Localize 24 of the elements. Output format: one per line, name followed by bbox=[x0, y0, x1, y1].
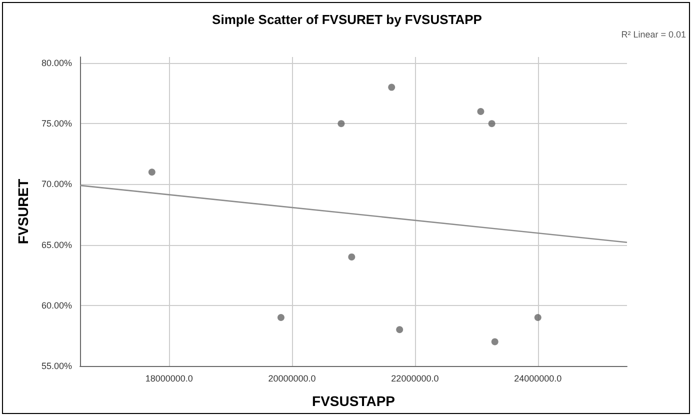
point bbox=[348, 253, 356, 260]
point bbox=[338, 120, 345, 128]
y-tick-label: 75.00% bbox=[41, 118, 72, 129]
x-tick-label: 24000000.0 bbox=[514, 374, 562, 384]
chart-title: Simple Scatter of FVSURET by FVSUSTAPP bbox=[212, 12, 482, 27]
x-tick-label: 20000000.0 bbox=[268, 374, 316, 384]
point bbox=[396, 326, 404, 334]
x-tick-label: 18000000.0 bbox=[145, 374, 193, 384]
x-tick-label: 22000000.0 bbox=[391, 374, 439, 384]
y-tick-label: 65.00% bbox=[41, 240, 72, 250]
y-tick-label: 55.00% bbox=[41, 361, 72, 371]
point bbox=[491, 338, 498, 346]
y-axis-title: FVSURET bbox=[15, 178, 31, 244]
point bbox=[388, 84, 396, 91]
point bbox=[148, 168, 156, 176]
point bbox=[477, 108, 484, 116]
point bbox=[534, 314, 542, 322]
text: R² Linear = 0.01 bbox=[621, 30, 686, 40]
point bbox=[488, 120, 496, 128]
x-axis-title: FVSUSTAPP bbox=[312, 393, 395, 409]
point bbox=[277, 314, 284, 322]
y-tick-label: 60.00% bbox=[41, 300, 72, 310]
y-tick-label: 70.00% bbox=[41, 179, 72, 190]
y-tick-label: 80.00% bbox=[41, 58, 72, 68]
